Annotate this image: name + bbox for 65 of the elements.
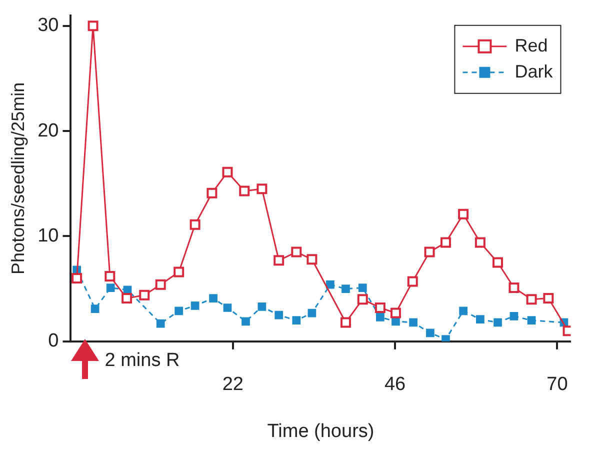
point — [508, 282, 520, 294]
point — [340, 317, 351, 328]
legend-label: Red — [514, 35, 548, 56]
point — [527, 316, 536, 325]
legend-label: Dark — [514, 61, 554, 82]
point — [459, 306, 468, 316]
point — [376, 313, 384, 322]
point — [492, 257, 503, 268]
point — [342, 284, 350, 293]
point — [90, 304, 100, 313]
point — [543, 293, 554, 304]
point — [174, 266, 184, 278]
y-tick-label: 0 — [48, 330, 59, 352]
x-tick-label: 46 — [384, 374, 406, 396]
point — [426, 328, 434, 338]
point — [139, 290, 150, 300]
point — [239, 186, 250, 196]
y-tick-label: 10 — [38, 225, 59, 246]
point — [357, 294, 368, 305]
point — [242, 317, 250, 326]
point — [190, 301, 200, 310]
point — [474, 237, 486, 248]
x-tick-label: 22 — [222, 374, 244, 396]
y-axis-title: Photons/seedling/25min — [8, 82, 28, 274]
point — [209, 294, 218, 302]
point — [409, 318, 418, 327]
point — [274, 255, 284, 266]
point — [407, 276, 418, 287]
point — [156, 319, 165, 328]
x-axis-title: Time (hours) — [267, 420, 374, 442]
point — [458, 208, 469, 220]
point — [155, 279, 166, 290]
point — [392, 317, 400, 326]
point — [526, 294, 537, 305]
point — [374, 302, 386, 313]
point — [104, 270, 116, 282]
point — [308, 308, 316, 318]
point — [424, 246, 435, 258]
point — [476, 315, 484, 324]
point — [190, 219, 200, 230]
point — [258, 302, 266, 311]
point — [326, 280, 334, 289]
y-tick-label: 20 — [38, 120, 59, 142]
point — [122, 293, 132, 304]
point — [206, 188, 218, 198]
point — [174, 306, 184, 316]
point — [510, 312, 518, 320]
point — [223, 304, 232, 312]
point — [291, 246, 302, 258]
y-tick-label: 30 — [38, 15, 59, 36]
x-tick-label: 70 — [546, 374, 568, 396]
point — [306, 254, 318, 265]
point — [494, 318, 502, 327]
text: 2 mins R — [104, 350, 180, 372]
point — [274, 310, 284, 320]
point — [440, 237, 451, 248]
point — [292, 316, 301, 325]
point — [222, 166, 233, 178]
point — [72, 273, 82, 284]
point — [256, 184, 268, 194]
point — [88, 20, 98, 32]
point — [442, 335, 450, 342]
point — [390, 308, 401, 318]
point — [358, 284, 367, 292]
point — [106, 284, 115, 292]
